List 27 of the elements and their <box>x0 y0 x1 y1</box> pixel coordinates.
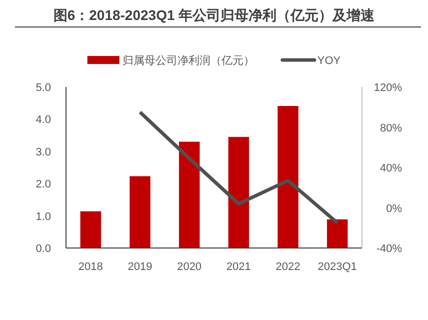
y-tick-label: 3.0 <box>36 146 51 158</box>
y-tick-label: 0.0 <box>36 243 51 255</box>
y-tick-label: 1.0 <box>36 210 51 223</box>
y2-tick-label: 120% <box>374 82 402 94</box>
x-tick-label: 2020 <box>177 261 202 273</box>
x-tick-label: 2019 <box>128 261 152 273</box>
x-tick-label: 2018 <box>78 261 103 273</box>
y2-tick-label: 0% <box>386 202 402 215</box>
bar <box>80 211 102 248</box>
legend-label: 归属母公司净利润（亿元） <box>122 54 254 67</box>
y2-tick-label: 40% <box>380 162 402 174</box>
y-tick-label: 5.0 <box>36 82 51 94</box>
chart-title: 图6：2018-2023Q1 年公司归母净利（亿元）及增速 <box>53 7 376 23</box>
y2-tick-label: -40% <box>376 243 402 255</box>
bar <box>130 176 150 248</box>
y-tick-label: 2.0 <box>36 178 51 191</box>
x-tick-label: 2022 <box>276 261 300 273</box>
bar <box>228 136 250 248</box>
x-tick-label: 2021 <box>226 261 251 273</box>
y2-tick-label: 80% <box>380 122 402 134</box>
bar <box>278 106 298 248</box>
bar <box>178 142 200 248</box>
bar <box>326 219 348 248</box>
legend-label: YOY <box>317 55 342 67</box>
line-series <box>138 110 340 225</box>
y-tick-label: 4.0 <box>36 114 51 126</box>
x-tick-label: 2023Q1 <box>318 261 357 273</box>
